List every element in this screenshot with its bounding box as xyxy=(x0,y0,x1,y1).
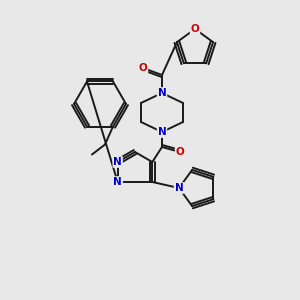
Text: N: N xyxy=(113,157,122,167)
Text: O: O xyxy=(190,24,200,34)
Text: N: N xyxy=(113,177,122,187)
Text: N: N xyxy=(158,127,166,137)
Text: N: N xyxy=(175,183,183,193)
Text: O: O xyxy=(139,63,147,73)
Text: N: N xyxy=(158,88,166,98)
Text: O: O xyxy=(176,147,184,157)
